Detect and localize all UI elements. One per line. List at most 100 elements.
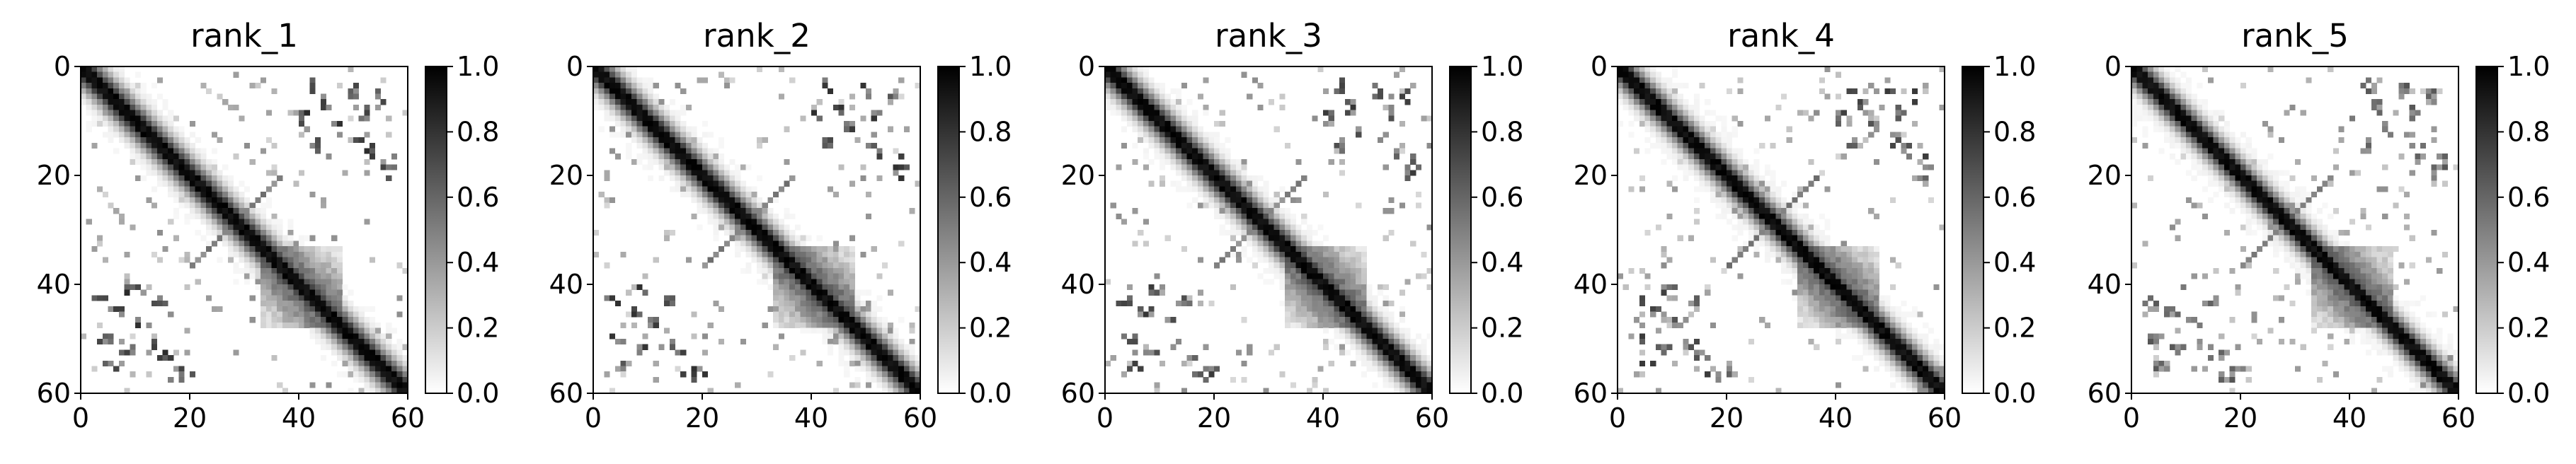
heatmap-cell: [1906, 333, 1913, 340]
heatmap-cell: [1132, 126, 1138, 132]
heatmap-cell: [1126, 88, 1133, 94]
heatmap-cell: [1737, 213, 1744, 219]
heatmap-cell: [348, 327, 354, 334]
heatmap-cell: [1727, 180, 1733, 187]
heatmap-cell: [1634, 66, 1640, 73]
heatmap-cell: [168, 376, 174, 383]
heatmap-cell: [1132, 333, 1138, 340]
heatmap-cell: [1203, 153, 1209, 160]
heatmap-cell: [2169, 142, 2175, 149]
heatmap-cell: [402, 355, 408, 361]
heatmap-cell: [1366, 317, 1373, 323]
heatmap-cell: [309, 306, 316, 312]
heatmap-cell: [348, 301, 354, 307]
heatmap-cell: [1230, 202, 1237, 209]
heatmap-cell: [614, 99, 621, 105]
heatmap-cell: [1170, 180, 1177, 187]
heatmap-cell: [740, 219, 746, 225]
heatmap-cell: [2142, 104, 2148, 110]
heatmap-cell: [1394, 376, 1400, 383]
heatmap-cell: [1906, 376, 1913, 383]
heatmap-cell: [1802, 317, 1809, 323]
heatmap-cell: [702, 148, 709, 154]
heatmap-cell: [190, 158, 196, 165]
heatmap-cell: [658, 158, 665, 165]
heatmap-cell: [162, 132, 168, 138]
heatmap-cell: [1743, 175, 1749, 182]
heatmap-cell: [1350, 110, 1356, 116]
heatmap-cell: [1748, 230, 1754, 236]
heatmap-cell: [691, 333, 697, 340]
heatmap-cell: [1121, 219, 1128, 225]
heatmap-cell: [784, 246, 790, 253]
heatmap-cell: [1394, 153, 1400, 160]
heatmap-cell: [206, 158, 212, 165]
heatmap-cell: [2202, 110, 2209, 116]
heatmap-cell: [745, 164, 752, 170]
heatmap-cell: [860, 289, 866, 296]
heatmap-cell: [1366, 322, 1373, 328]
heatmap-cell: [151, 132, 158, 138]
heatmap-cell: [1203, 186, 1209, 192]
heatmap-cell: [1263, 388, 1269, 394]
heatmap-cell: [866, 317, 872, 323]
heatmap-cell: [794, 295, 801, 301]
heatmap-cell: [1797, 192, 1804, 198]
heatmap-cell: [135, 110, 142, 116]
heatmap-cell: [2191, 148, 2197, 154]
heatmap-cell: [1727, 366, 1733, 372]
heatmap-cell: [604, 202, 610, 209]
heatmap-cell: [849, 360, 855, 366]
heatmap-cell: [1295, 230, 1302, 236]
heatmap-cell: [702, 164, 709, 170]
heatmap-cell: [304, 279, 310, 285]
heatmap-cell: [1923, 371, 1929, 378]
heatmap-cell: [370, 322, 376, 328]
heatmap-cell: [707, 175, 714, 182]
heatmap-cell: [1688, 301, 1695, 307]
heatmap-cell: [1655, 99, 1661, 105]
heatmap-cell: [1868, 301, 1874, 307]
heatmap-cell: [2223, 126, 2230, 132]
heatmap-cell: [680, 121, 687, 127]
heatmap-cell: [658, 344, 665, 350]
heatmap-cell: [2197, 83, 2203, 89]
heatmap-cell: [849, 257, 855, 263]
heatmap-cell: [265, 110, 272, 116]
heatmap-cell: [1388, 355, 1395, 361]
heatmap-cell: [1366, 306, 1373, 312]
heatmap-cell: [1356, 126, 1362, 132]
colorbar-tick-label: 0.2: [969, 313, 1012, 344]
heatmap-cell: [1143, 99, 1149, 105]
heatmap-cell: [190, 202, 196, 209]
heatmap-cell: [1334, 301, 1340, 307]
heatmap-cell: [1857, 322, 1863, 328]
heatmap-cell: [211, 202, 217, 209]
heatmap-cell: [195, 197, 201, 203]
heatmap-cell: [315, 267, 321, 274]
heatmap-cell: [1727, 360, 1733, 366]
heatmap-cell: [2148, 83, 2154, 89]
heatmap-cell: [1219, 230, 1225, 236]
heatmap-cell: [1121, 110, 1128, 116]
heatmap-cell: [1786, 213, 1792, 219]
heatmap-cell: [740, 180, 746, 187]
heatmap-cell: [2180, 83, 2187, 89]
heatmap-cell: [1306, 311, 1312, 318]
heatmap-cell: [331, 317, 338, 323]
heatmap-cell: [151, 126, 158, 132]
heatmap-cell: [184, 186, 190, 192]
heatmap-cell: [146, 371, 152, 378]
heatmap-cell: [751, 202, 757, 209]
heatmap-cell: [173, 349, 179, 356]
heatmap-cell: [773, 235, 779, 241]
heatmap-cell: [609, 71, 616, 78]
heatmap-cell: [331, 257, 338, 263]
heatmap-cell: [1753, 175, 1760, 182]
heatmap-cell: [326, 344, 332, 350]
heatmap-cell: [1808, 224, 1814, 231]
heatmap-cell: [1814, 273, 1820, 279]
heatmap-cell: [1328, 339, 1334, 345]
heatmap-cell: [909, 322, 915, 328]
heatmap-cell: [767, 273, 774, 279]
